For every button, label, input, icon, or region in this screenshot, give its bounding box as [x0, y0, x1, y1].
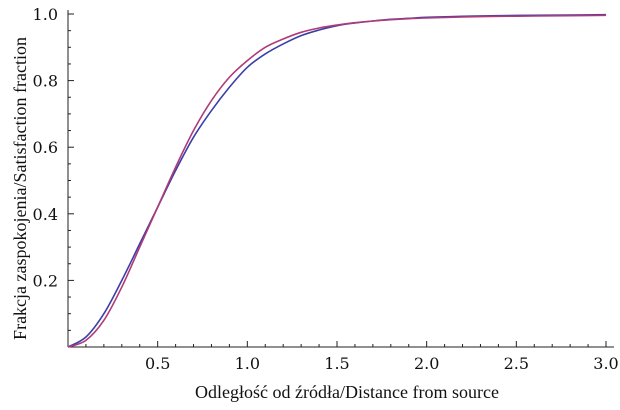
- x-tick-label: 1.0: [235, 354, 260, 373]
- series-line-1: [67, 13, 607, 348]
- series-line-2: [67, 14, 607, 348]
- axes: [67, 10, 614, 348]
- y-tick-label: 0.6: [33, 138, 58, 157]
- y-tick-label: 1.0: [33, 5, 58, 24]
- y-axis-title: Frakcja zaspokojenia/Satisfaction fracti…: [10, 37, 30, 340]
- x-axis-title: Odległość od źródła/Distance from source: [195, 382, 499, 402]
- x-tick-label: 0.5: [145, 354, 170, 373]
- x-tick-label: 3.0: [593, 354, 618, 373]
- y-tick-label: 0.8: [33, 72, 58, 91]
- y-tick-label: 0.4: [33, 205, 58, 224]
- x-tick-label: 1.5: [324, 354, 349, 373]
- series-group: [67, 13, 607, 348]
- x-axis-ticks: 0.5 1.0 1.5 2.0 2.5 3.0: [85, 341, 619, 373]
- y-tick-label: 0.2: [33, 271, 58, 290]
- x-tick-label: 2.0: [414, 354, 439, 373]
- x-tick-label: 2.5: [504, 354, 529, 373]
- y-axis-ticks: 0.2 0.4 0.6 0.8 1.0: [33, 5, 74, 331]
